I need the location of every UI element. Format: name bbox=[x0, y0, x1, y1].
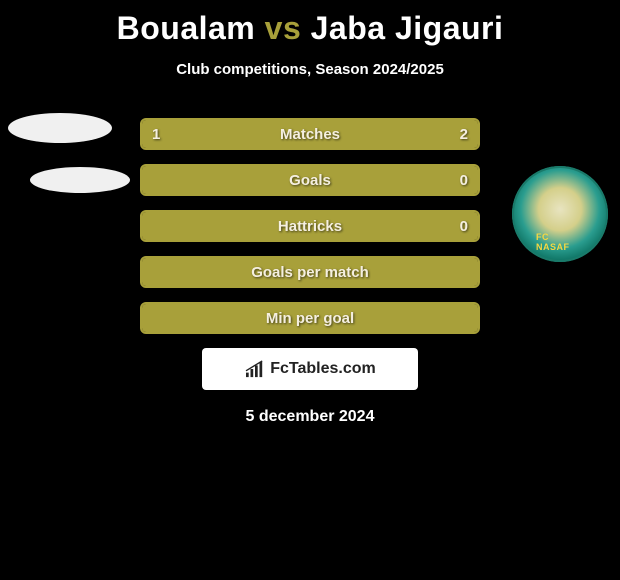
bar-label: Goals per match bbox=[142, 258, 478, 286]
stat-bar-row: 0Goals bbox=[140, 164, 480, 196]
stat-bar-row: Goals per match bbox=[140, 256, 480, 288]
stat-bar-row: 0Hattricks bbox=[140, 210, 480, 242]
comparison-bars: 12Matches 0Goals 0Hattricks Goals per match… bbox=[140, 118, 480, 334]
bar-label: Hattricks bbox=[142, 212, 478, 240]
stat-bar-row: 12Matches bbox=[140, 118, 480, 150]
chart-icon bbox=[244, 360, 266, 378]
subtitle: Club competitions, Season 2024/2025 bbox=[0, 61, 620, 78]
attribution-badge: FcTables.com bbox=[202, 348, 418, 390]
player2-name: Jaba Jigauri bbox=[311, 10, 504, 46]
player1-name: Boualam bbox=[117, 10, 256, 46]
attribution-text: FcTables.com bbox=[270, 360, 376, 378]
bar-label: Min per goal bbox=[142, 304, 478, 332]
vs-text: vs bbox=[265, 10, 302, 46]
bar-label: Goals bbox=[142, 166, 478, 194]
player1-avatar-area bbox=[8, 113, 130, 193]
stats-area: 12Matches 0Goals 0Hattricks Goals per match… bbox=[0, 118, 620, 334]
page-title: Boualam vs Jaba Jigauri bbox=[0, 0, 620, 47]
stat-bar-row: Min per goal bbox=[140, 302, 480, 334]
bar-label: Matches bbox=[142, 120, 478, 148]
avatar-placeholder-icon bbox=[8, 113, 112, 143]
date-text: 5 december 2024 bbox=[0, 408, 620, 426]
player2-club-area bbox=[512, 166, 608, 262]
club-badge-icon bbox=[512, 166, 608, 262]
avatar-placeholder-icon bbox=[30, 167, 130, 193]
